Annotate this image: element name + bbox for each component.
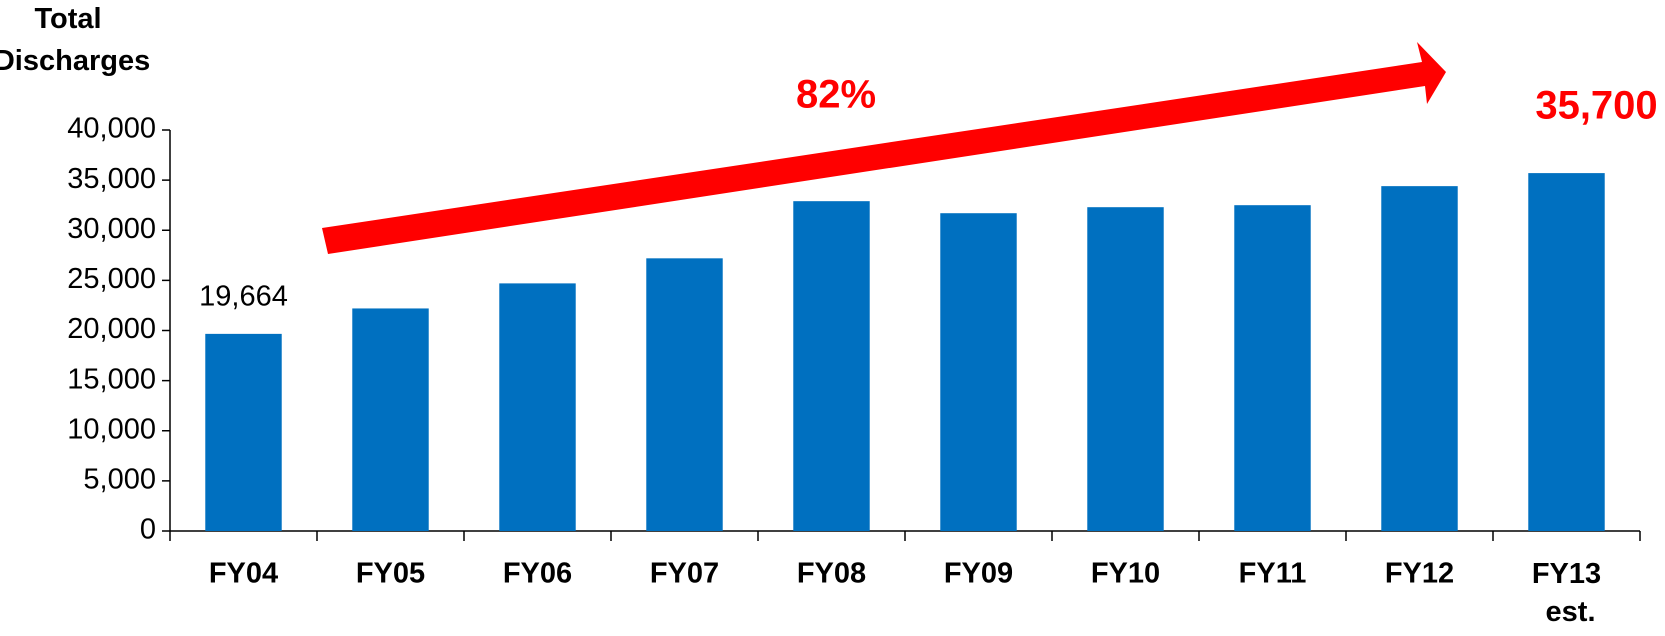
- x-tick-label: FY08: [797, 558, 866, 590]
- data-label: 19,664: [199, 281, 288, 313]
- trend-arrow: [322, 42, 1446, 254]
- bar: [1087, 207, 1164, 531]
- x-tick-label: FY11: [1239, 558, 1307, 590]
- annotation: 82%: [796, 73, 876, 117]
- y-tick-label: 10,000: [67, 413, 156, 445]
- x-tick-label: FY06: [503, 558, 572, 590]
- bar: [205, 333, 282, 531]
- bar: [499, 283, 576, 531]
- x-tick-label: FY05: [356, 558, 425, 590]
- y-tick-label: 5,000: [83, 464, 156, 496]
- data-label: 35,700: [1535, 84, 1657, 128]
- bar: [940, 213, 1017, 531]
- x-tick-label: FY13 est.: [1532, 558, 1601, 628]
- y-tick-label: 30,000: [67, 213, 156, 245]
- x-tick-label: FY12: [1385, 558, 1454, 590]
- y-tick-label: 0: [140, 514, 156, 546]
- bar: [1234, 205, 1311, 531]
- y-tick-label: 25,000: [67, 263, 156, 295]
- y-tick-label: 15,000: [67, 363, 156, 395]
- y-tick-label: 35,000: [67, 163, 156, 195]
- y-tick-label: 40,000: [67, 113, 156, 145]
- x-tick-label: FY04: [209, 558, 278, 590]
- x-tick-label: FY09: [944, 558, 1013, 590]
- x-tick-label: FY07: [650, 558, 719, 590]
- bar: [793, 201, 870, 532]
- x-tick-label: FY10: [1091, 558, 1160, 590]
- bar: [1381, 186, 1458, 531]
- y-tick-label: 20,000: [67, 313, 156, 345]
- bar: [1528, 173, 1605, 532]
- bar: [352, 308, 429, 531]
- y-axis-label: Total Discharges: [0, 3, 150, 77]
- bar: [646, 258, 723, 531]
